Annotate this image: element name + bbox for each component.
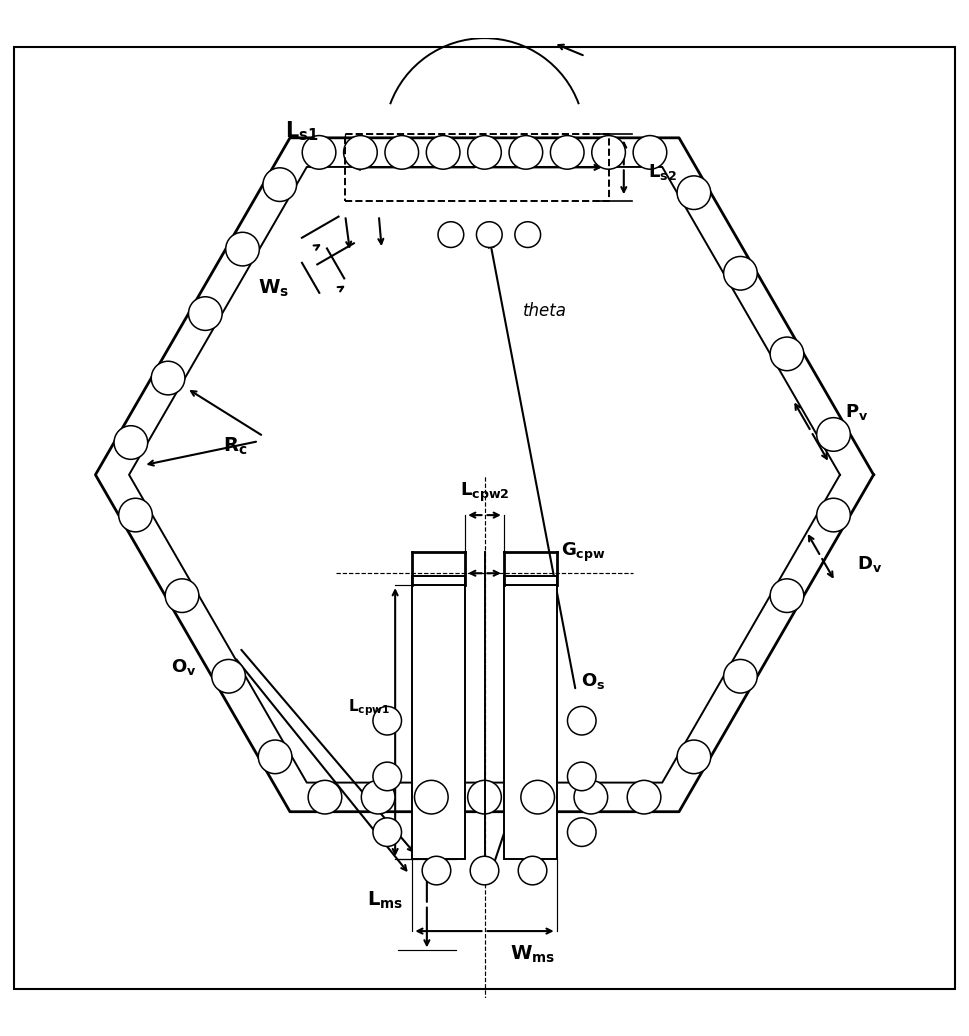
Circle shape	[770, 337, 803, 371]
Circle shape	[568, 707, 596, 735]
Circle shape	[568, 817, 596, 846]
Polygon shape	[129, 167, 840, 782]
Text: theta: theta	[523, 303, 567, 320]
Circle shape	[373, 817, 401, 846]
Circle shape	[724, 660, 757, 693]
Circle shape	[468, 136, 501, 169]
Circle shape	[114, 426, 147, 459]
Bar	[504, 576, 556, 859]
Text: $\mathbf{L_{cpw2}}$: $\mathbf{L_{cpw2}}$	[459, 481, 510, 503]
Circle shape	[151, 362, 185, 395]
Circle shape	[770, 579, 803, 612]
Circle shape	[438, 222, 464, 248]
Circle shape	[118, 498, 152, 531]
Text: $\mathbf{W_{ms}}$: $\mathbf{W_{ms}}$	[510, 944, 555, 965]
Circle shape	[385, 136, 419, 169]
Text: $\mathbf{G_{cpw}}$: $\mathbf{G_{cpw}}$	[561, 541, 606, 564]
Circle shape	[470, 857, 499, 885]
Circle shape	[633, 136, 667, 169]
Circle shape	[166, 579, 199, 612]
Circle shape	[189, 296, 222, 330]
Text: $\mathbf{D_v}$: $\mathbf{D_v}$	[858, 554, 883, 574]
Text: $\mathbf{L_{s2}}$: $\mathbf{L_{s2}}$	[648, 163, 676, 182]
Circle shape	[212, 660, 245, 693]
Circle shape	[263, 168, 297, 201]
Circle shape	[817, 418, 851, 452]
Circle shape	[361, 780, 395, 814]
Circle shape	[509, 136, 543, 169]
Circle shape	[422, 857, 451, 885]
Circle shape	[344, 136, 377, 169]
Text: $\mathbf{O_s}$: $\mathbf{O_s}$	[580, 671, 605, 691]
Text: $\mathbf{R_c}$: $\mathbf{R_c}$	[223, 435, 247, 457]
Circle shape	[373, 707, 401, 735]
Text: $\mathbf{L_{cpw1}}$: $\mathbf{L_{cpw1}}$	[348, 697, 391, 718]
Circle shape	[677, 740, 710, 774]
Text: $\mathbf{L_{s1}}$: $\mathbf{L_{s1}}$	[285, 120, 319, 143]
Text: $\mathbf{L_{ms}}$: $\mathbf{L_{ms}}$	[366, 889, 403, 911]
Circle shape	[817, 498, 851, 531]
Circle shape	[724, 257, 757, 290]
Text: $\mathbf{O_v}$: $\mathbf{O_v}$	[171, 657, 197, 677]
Circle shape	[426, 136, 460, 169]
Circle shape	[518, 857, 547, 885]
Circle shape	[373, 762, 401, 790]
Circle shape	[259, 740, 292, 774]
Circle shape	[568, 762, 596, 790]
Circle shape	[468, 780, 501, 814]
Circle shape	[677, 176, 710, 209]
Bar	[413, 576, 465, 859]
Circle shape	[477, 222, 502, 248]
Circle shape	[550, 136, 584, 169]
Text: $\mathbf{W_s}$: $\mathbf{W_s}$	[258, 278, 289, 299]
Circle shape	[574, 780, 608, 814]
Polygon shape	[95, 138, 874, 812]
Circle shape	[415, 780, 448, 814]
Circle shape	[308, 780, 342, 814]
Circle shape	[521, 780, 554, 814]
Circle shape	[515, 222, 541, 248]
Circle shape	[592, 136, 625, 169]
Circle shape	[627, 780, 661, 814]
Text: $\mathbf{P_v}$: $\mathbf{P_v}$	[845, 402, 868, 423]
Circle shape	[226, 232, 260, 266]
Circle shape	[302, 136, 336, 169]
